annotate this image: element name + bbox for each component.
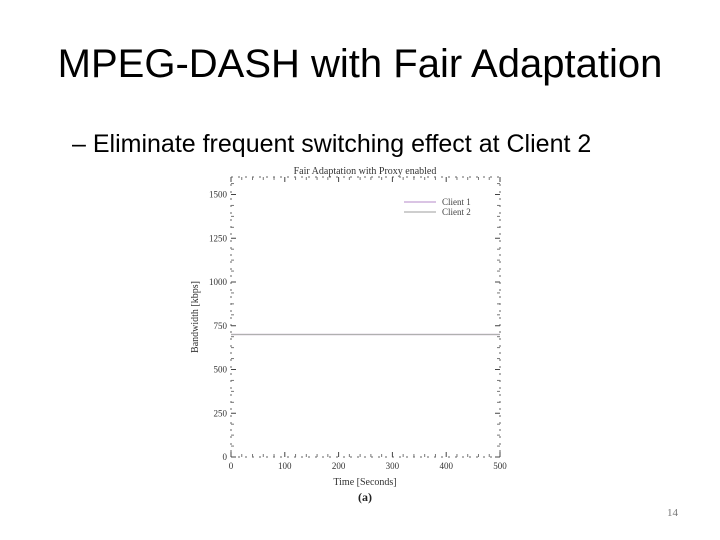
- x-tick-label: 500: [493, 461, 507, 471]
- chart-svg: 0 250 500 750 1000 1250 1500 0 100 200 300 400 500 C…: [190, 166, 507, 504]
- chart-caption: (a): [358, 490, 372, 504]
- legend-label-client-2: Client 2: [442, 207, 471, 217]
- y-tick-label: 0: [223, 452, 228, 462]
- x-axis-label: Time [Seconds]: [333, 477, 396, 488]
- x-tick-label: 200: [332, 461, 346, 471]
- y-tick-label: 1500: [209, 190, 228, 200]
- slide-title: MPEG-DASH with Fair Adaptation: [57, 42, 663, 86]
- y-axis-label: Bandwidth [kbps]: [190, 281, 201, 353]
- y-tick-label: 1000: [209, 277, 228, 287]
- legend-label-client-1: Client 1: [442, 197, 471, 207]
- y-tick-label: 750: [214, 321, 228, 331]
- bullet-text: – Eliminate frequent switching effect at…: [72, 130, 592, 158]
- page-number: 14: [667, 507, 678, 519]
- x-tick-label: 300: [386, 461, 400, 471]
- x-tick-label: 400: [439, 461, 453, 471]
- chart: 0 250 500 750 1000 1250 1500 0 100 200 300 400 500 C…: [180, 160, 520, 510]
- x-tick-label: 0: [229, 461, 234, 471]
- y-tick-label: 250: [214, 408, 228, 418]
- x-tick-label: 100: [278, 461, 292, 471]
- chart-title: Fair Adaptation with Proxy enabled: [294, 166, 437, 177]
- y-tick-label: 500: [214, 365, 228, 375]
- y-tick-label: 1250: [209, 233, 228, 243]
